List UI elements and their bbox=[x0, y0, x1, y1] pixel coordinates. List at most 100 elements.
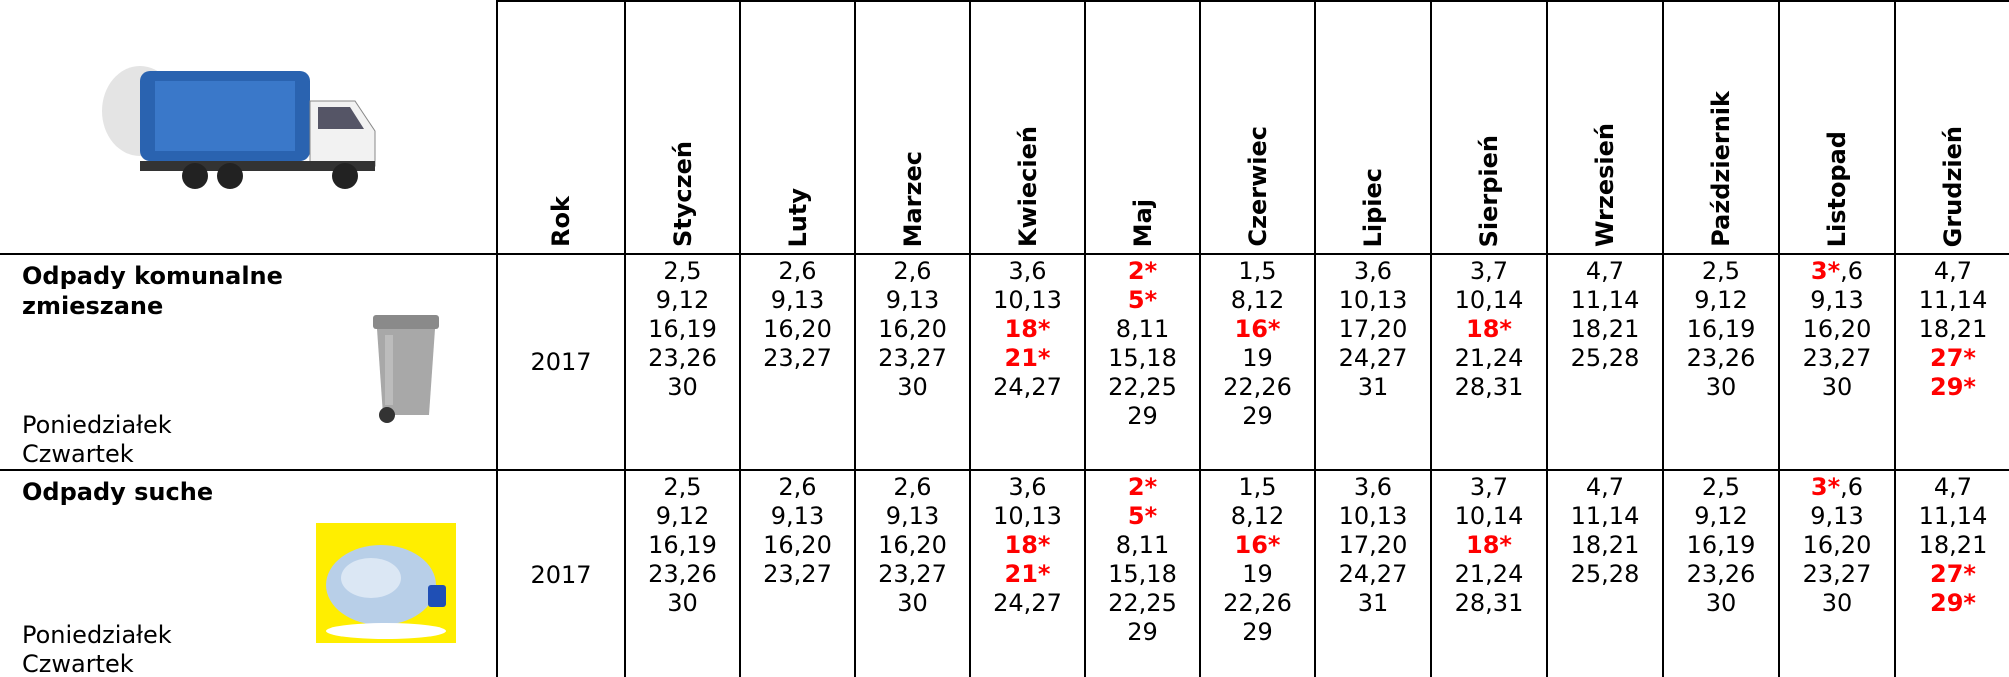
date-text: 10,13 bbox=[1338, 502, 1408, 530]
date-line: 23,27 bbox=[741, 560, 854, 589]
date-line: 18,21 bbox=[1548, 315, 1662, 344]
date-line: 8,12 bbox=[1201, 286, 1314, 315]
date-text: 23,27 bbox=[763, 560, 832, 588]
date-text: 9,12 bbox=[655, 286, 710, 314]
date-text: 2,6 bbox=[778, 473, 817, 501]
date-text: 28,31 bbox=[1454, 589, 1524, 617]
date-text: 22,25 bbox=[1108, 373, 1177, 401]
date-line: 30 bbox=[856, 589, 969, 618]
dates-cell: 3,6 10,13 17,20 24,27 31 bbox=[1314, 253, 1432, 471]
date-line: 23,27 bbox=[741, 344, 854, 373]
column-header: Styczeń bbox=[624, 0, 741, 255]
column-header: Marzec bbox=[854, 0, 971, 255]
date-line: 16* bbox=[1201, 531, 1314, 560]
column-label: Luty bbox=[783, 187, 812, 248]
date-holiday: 18* bbox=[1466, 531, 1512, 559]
date-line: 10,13 bbox=[1316, 502, 1430, 531]
column-label: Rok bbox=[547, 196, 575, 247]
date-text: 2,6 bbox=[893, 473, 932, 501]
date-text: 24,27 bbox=[1338, 344, 1408, 372]
column-label: Wrzesień bbox=[1591, 122, 1619, 247]
date-line: 23,26 bbox=[626, 560, 739, 589]
column-label: Sierpień bbox=[1475, 134, 1503, 247]
date-text: 3,6 bbox=[1353, 473, 1393, 501]
date-line: 9,13 bbox=[856, 286, 969, 315]
date-text: ,6 bbox=[1840, 473, 1864, 501]
bin-icon bbox=[373, 315, 439, 423]
date-text: 9,13 bbox=[770, 502, 825, 530]
date-line: 4,7 bbox=[1548, 473, 1662, 502]
column-header: Kwiecień bbox=[969, 0, 1086, 255]
date-text: 24,27 bbox=[1338, 560, 1408, 588]
date-line: 16,20 bbox=[741, 315, 854, 344]
date-text: 19 bbox=[1242, 344, 1273, 372]
date-line: 2,5 bbox=[1664, 257, 1778, 286]
date-text: 18,21 bbox=[1570, 315, 1640, 343]
date-line: 24,27 bbox=[1316, 344, 1430, 373]
date-line: 23,27 bbox=[856, 344, 969, 373]
date-line: 25,28 bbox=[1548, 560, 1662, 589]
date-line: 16,19 bbox=[626, 531, 739, 560]
date-line: 4,7 bbox=[1896, 257, 2009, 286]
date-text: 4,7 bbox=[1585, 257, 1625, 285]
date-text: 11,14 bbox=[1570, 286, 1640, 314]
date-line: 2,5 bbox=[626, 257, 739, 286]
date-holiday: 16* bbox=[1234, 531, 1281, 559]
date-holiday: 29* bbox=[1930, 373, 1976, 401]
date-text: 30 bbox=[897, 373, 928, 401]
date-line: 21,24 bbox=[1432, 344, 1546, 373]
date-line: 22,25 bbox=[1086, 373, 1199, 402]
date-line: 16,20 bbox=[1780, 531, 1894, 560]
date-line: 10,14 bbox=[1432, 502, 1546, 531]
dates-cell: 4,7 11,14 18,21 25,28 bbox=[1546, 469, 1664, 677]
column-header: Rok bbox=[496, 0, 626, 255]
date-line: 19 bbox=[1201, 560, 1314, 589]
day-label: Poniedziałek bbox=[22, 411, 172, 439]
date-line: 28,31 bbox=[1432, 589, 1546, 618]
date-text: 16,20 bbox=[878, 531, 947, 559]
date-text: 21,24 bbox=[1454, 560, 1524, 588]
date-line: 2,5 bbox=[626, 473, 739, 502]
date-line: 3*,6 bbox=[1780, 257, 1894, 286]
dates-cell: 3,6 10,13 18* 21* 24,27 bbox=[969, 469, 1086, 677]
date-line: 10,13 bbox=[971, 286, 1084, 315]
date-holiday: 18* bbox=[1004, 531, 1051, 559]
date-line: 30 bbox=[1664, 373, 1778, 402]
row-header: Odpady suche Poniedziałek Czwartek bbox=[0, 469, 498, 677]
date-line: 16,20 bbox=[856, 315, 969, 344]
data-row: Odpady suche Poniedziałek Czwartek 2017 2,5 9… bbox=[0, 469, 2009, 677]
date-text: 9,12 bbox=[1694, 502, 1748, 530]
date-text: 29 bbox=[1242, 618, 1273, 646]
date-holiday: 21* bbox=[1004, 344, 1051, 372]
date-text: 30 bbox=[1705, 589, 1737, 617]
dates-cell: 4,7 11,14 18,21 27* 29* bbox=[1894, 469, 2009, 677]
date-line: 9,13 bbox=[856, 502, 969, 531]
date-text: 23,26 bbox=[1686, 560, 1756, 588]
date-text: 21,24 bbox=[1454, 344, 1524, 372]
row-title: Odpady suche bbox=[22, 478, 214, 506]
day-label: Czwartek bbox=[22, 650, 134, 677]
date-text: 8,11 bbox=[1115, 315, 1170, 343]
date-holiday: 27* bbox=[1930, 344, 1976, 372]
date-text: 1,5 bbox=[1238, 473, 1277, 501]
date-line: 24,27 bbox=[971, 373, 1084, 402]
date-text: 1,5 bbox=[1238, 257, 1277, 285]
date-text: 10,13 bbox=[1338, 286, 1408, 314]
date-holiday: 21* bbox=[1004, 560, 1051, 588]
date-text: 23,27 bbox=[878, 560, 947, 588]
date-text: ,6 bbox=[1840, 257, 1864, 285]
date-line: 23,27 bbox=[1780, 344, 1894, 373]
date-text: 4,7 bbox=[1933, 257, 1973, 285]
date-text: 17,20 bbox=[1338, 531, 1408, 559]
date-text: 30 bbox=[667, 589, 698, 617]
dates-cell: 2* 5* 8,11 15,18 22,25 29 bbox=[1084, 469, 1201, 677]
date-text: 23,27 bbox=[1802, 344, 1872, 372]
date-line: 2,6 bbox=[741, 257, 854, 286]
date-holiday: 27* bbox=[1930, 560, 1976, 588]
date-text: 10,14 bbox=[1454, 502, 1524, 530]
date-text: 30 bbox=[1821, 589, 1853, 617]
date-line: 27* bbox=[1896, 560, 2009, 589]
date-line: 16,20 bbox=[741, 531, 854, 560]
date-text: 4,7 bbox=[1933, 473, 1973, 501]
column-header: Luty bbox=[739, 0, 856, 255]
